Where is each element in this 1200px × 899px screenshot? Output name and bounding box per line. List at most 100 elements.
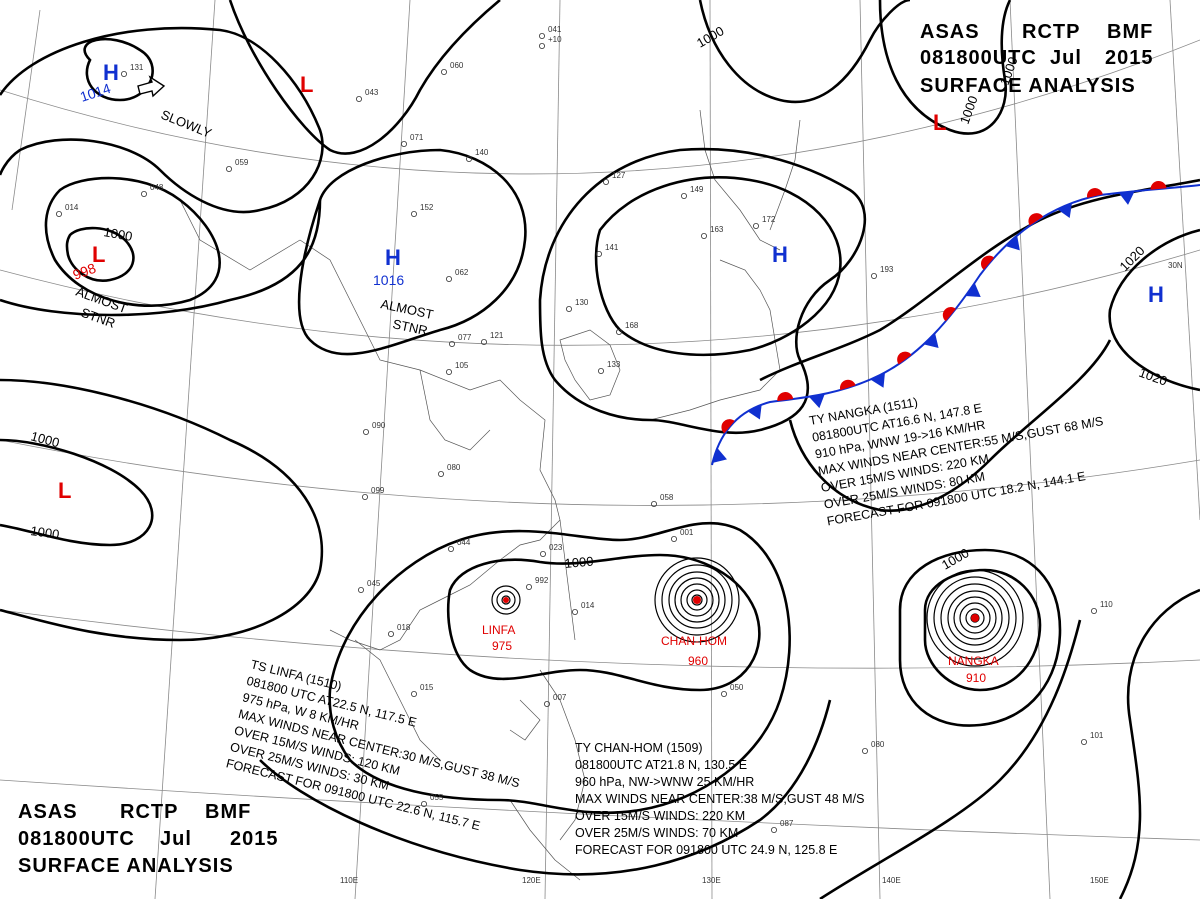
station-circle-icon — [448, 340, 455, 347]
station-circle-icon — [400, 140, 407, 147]
station-pressure-value: 015 — [420, 683, 434, 692]
lon-label: 150E — [1090, 876, 1109, 885]
station-circle-icon — [862, 748, 869, 755]
station-pressure-value: +10 — [548, 35, 562, 44]
isobar-linfa-outer — [328, 521, 791, 815]
bulletin-line: MAX WINDS NEAR CENTER:38 M/S,GUST 48 M/S — [575, 792, 864, 806]
bulletin-line: FORECAST FOR 091800 UTC 24.9 N, 125.8 E — [575, 843, 837, 857]
high-center-1014: H — [103, 60, 119, 85]
isobar-nangka-1000 — [923, 568, 1042, 692]
cold-front-triangle-icon — [870, 372, 885, 388]
station-circle-icon — [480, 338, 487, 345]
station-circle-icon — [721, 691, 728, 698]
isobar-bottom-right — [819, 619, 1082, 899]
station-circle-icon — [437, 470, 444, 477]
isobar-sw-low — [0, 438, 154, 547]
high-center-1016: H — [385, 245, 401, 270]
warm-front-semicircle-icon — [942, 307, 956, 322]
isobar-ne-low — [878, 0, 1012, 135]
station-circle-icon — [603, 178, 610, 185]
warm-front-semicircle-icon — [840, 379, 856, 391]
header-top-title: SURFACE ANALYSIS — [920, 75, 1136, 97]
warm-front-semicircle-icon — [721, 419, 735, 434]
station-circle-icon — [445, 275, 452, 282]
station-circle-icon — [465, 155, 472, 162]
isobar-998 — [65, 226, 135, 282]
station-circle-icon — [701, 232, 708, 239]
cold-front-triangle-icon — [923, 333, 939, 348]
isobar-label: 1000 — [102, 224, 133, 244]
lon-label: 110E — [340, 876, 358, 885]
bulletin-line: OVER 15M/S WINDS: 220 KM — [575, 809, 745, 823]
station-pressure-value: 062 — [455, 268, 469, 277]
station-pressure-value: 058 — [660, 493, 674, 502]
isobar-japan-high — [594, 176, 842, 357]
isobar-1020-front — [759, 178, 1200, 382]
station-pressure-value: 059 — [235, 158, 249, 167]
storm-pressure-linfa: 975 — [492, 639, 512, 653]
isobar-1020-east — [1108, 228, 1200, 392]
station-circle-icon — [753, 222, 760, 229]
station-circle-icon — [572, 609, 579, 616]
station-pressure-value: 080 — [447, 463, 461, 472]
station-circle-icon — [1081, 739, 1088, 746]
cold-front-triangle-icon — [1005, 235, 1020, 251]
warm-front-semicircle-icon — [1028, 213, 1044, 226]
header-bottom-time: 081800UTC — [18, 828, 135, 850]
header-top-agency: ASAS — [920, 21, 980, 43]
lon-label: 120E — [522, 876, 541, 885]
cold-front-triangle-icon — [1057, 202, 1072, 218]
isobar-label: 1000 — [564, 554, 594, 571]
station-circle-icon — [671, 536, 678, 543]
station-pressure-value: 055 — [430, 793, 444, 802]
station-pressure-value: 110 — [1100, 600, 1113, 609]
warm-front-semicircle-icon — [1087, 188, 1103, 198]
station-pressure-value: 045 — [367, 579, 381, 588]
typhoon-rings — [491, 557, 1024, 667]
station-pressure-value: 141 — [605, 243, 619, 252]
station-pressure-value: 149 — [690, 185, 704, 194]
header-top-time: 081800UTC — [920, 47, 1037, 69]
isobar-nw-low-outer — [0, 26, 324, 214]
low-center-top: L — [300, 72, 313, 97]
station-pressure-value: 168 — [625, 321, 639, 330]
station-pressure-value: 133 — [607, 360, 621, 369]
station-circle-icon — [539, 33, 546, 40]
station-circle-icon — [1091, 608, 1098, 615]
station-circle-icon — [56, 210, 63, 217]
station-pressure-value: 105 — [455, 361, 469, 370]
coastlines — [179, 109, 801, 881]
isobar-ne-trough — [788, 339, 1112, 512]
motion-arrow-icon — [137, 75, 166, 98]
station-circle-icon — [420, 801, 427, 808]
station-circle-icon — [121, 71, 128, 78]
station-pressure-value: 041 — [548, 25, 562, 34]
isobar-nangka-outer — [898, 548, 1062, 727]
high-value-1016: 1016 — [373, 272, 404, 288]
station-circle-icon — [616, 328, 623, 335]
low-value-998: 998 — [71, 260, 99, 283]
station-circle-icon — [540, 551, 547, 558]
station-circle-icon — [445, 368, 452, 375]
station-pressure-value: 121 — [490, 331, 504, 340]
station-circle-icon — [140, 190, 147, 197]
station-circle-icon — [526, 584, 533, 591]
station-pressure-value: 101 — [1090, 731, 1104, 740]
station-circle-icon — [387, 631, 394, 638]
chanhom-center-icon — [693, 596, 701, 604]
station-pressure-value: 007 — [553, 693, 567, 702]
station-pressure-value: 140 — [475, 148, 489, 157]
header-bottom-code: BMF — [205, 801, 251, 823]
station-circle-icon — [651, 500, 658, 507]
motion-stnr-2b: STNR — [391, 316, 429, 338]
isobar-east-sea — [538, 147, 867, 435]
station-pressure-value: 071 — [410, 133, 424, 142]
isobar-labels: 1000 1000 1000 1000 1000 1000 1020 1020 … — [29, 23, 1169, 572]
station-pressure-value: 077 — [458, 333, 472, 342]
bulletin-line: TY CHAN-HOM (1509) — [575, 741, 703, 755]
station-circle-icon — [355, 96, 362, 103]
cold-front-triangle-icon — [1118, 191, 1135, 205]
warm-front-semicircle-icon — [777, 392, 794, 402]
header-bottom-month: Jul — [160, 828, 192, 850]
